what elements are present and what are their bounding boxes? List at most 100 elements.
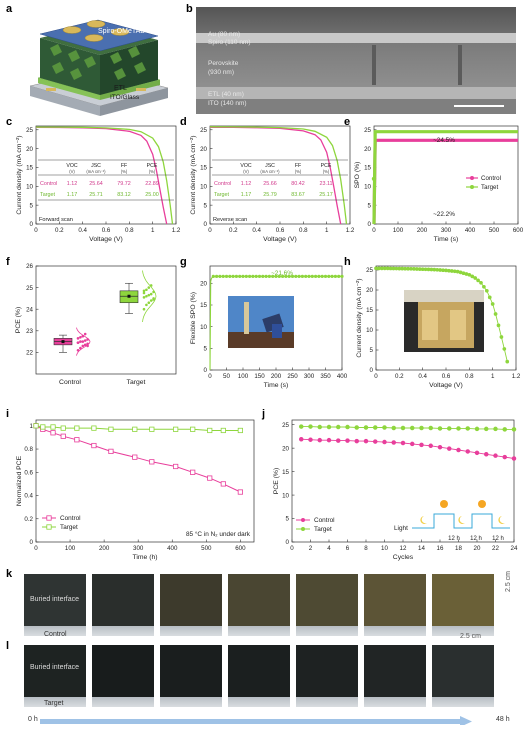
y-axis-label: PCE (%) [15, 307, 22, 333]
x-tick-label: 1.2 [512, 373, 521, 380]
series-target-point [335, 424, 341, 430]
series-target-point [391, 425, 396, 431]
series-target-point [40, 424, 46, 430]
series-flexible-jv-point [409, 266, 413, 271]
x-tick-label: 300 [304, 373, 315, 380]
y-tick-label: 10 [282, 492, 289, 499]
table-cell: 25.17 [319, 192, 333, 198]
series-target-point [326, 424, 332, 430]
data-point [83, 332, 87, 336]
y-tick-label: 10 [26, 184, 33, 191]
x-tick-label: 12 [400, 545, 407, 552]
label-spiro: Spiro-OMeTAD [98, 28, 145, 35]
chart-i-thermal-stability: 0 100 200 300 400 500 600 0 0.2 0.4 0.6 0.8 1 Time (h… [16, 419, 255, 561]
spo-point [224, 274, 229, 278]
series-flexible-jv-point [426, 267, 431, 272]
x-tick-label: 8 [364, 545, 368, 552]
chart-e-spo: 0 100 200 300 400 500 600 0 5 10 15 20 25 Time (s) SPO… [354, 125, 524, 243]
series-target-point [354, 425, 359, 430]
series-target-point [149, 426, 155, 432]
series-flexible-jv-point [482, 284, 486, 289]
series-flexible-jv-point [397, 266, 402, 271]
panel-b-label: b [186, 3, 193, 15]
table-cell: 25.71 [89, 192, 103, 198]
spo-point [271, 274, 275, 278]
table-header-unit: (%) [295, 169, 302, 174]
series-flexible-jv-point [432, 267, 437, 272]
series-flexible-jv-point [414, 267, 419, 271]
x-tick-label: 14 [418, 545, 425, 552]
period-label: 12 h [470, 536, 482, 542]
x-tick-label: 1 [491, 373, 495, 380]
series-control-point [60, 433, 66, 439]
series-flexible-jv-point [391, 266, 396, 271]
y-tick-label: 20 [282, 445, 289, 452]
k-size-vertical: 2.5 cm [505, 570, 512, 592]
x-axis-label: Voltage (V) [89, 236, 123, 243]
panel-a-label: a [6, 3, 13, 15]
y-tick-label: 25 [26, 285, 33, 292]
y-tick-label: 10 [200, 324, 207, 331]
legend-label: Target [481, 184, 498, 191]
series-flexible-jv-point [490, 302, 495, 306]
table-cell: 23.11 [319, 181, 332, 187]
y-tick-label: 5 [368, 202, 372, 209]
series-flexible-jv-point [400, 266, 405, 271]
series-control-point [298, 436, 304, 442]
y-axis-label: Normalized PCE [16, 455, 23, 506]
y-tick-label: 0.8 [24, 446, 33, 453]
series-target-point [91, 425, 97, 431]
spo-point [294, 274, 298, 278]
series-flexible-jv-point [447, 268, 451, 273]
table-header-unit: (mA cm⁻²) [260, 169, 280, 174]
film-photo [364, 645, 426, 707]
series-target-curve [209, 126, 348, 225]
y-tick-label: 10 [364, 184, 371, 191]
panel-h-label: h [344, 256, 351, 268]
series-control-point [447, 446, 452, 451]
series-control-point [363, 438, 369, 444]
film-photo [228, 574, 290, 636]
y-tick-label: 15 [364, 165, 371, 172]
data-point [86, 338, 89, 341]
series-control-curve [35, 126, 168, 225]
sem-label-perovskite-thickness: (930 nm) [208, 69, 235, 76]
inset-electrode [422, 310, 438, 340]
x-tick-label: 10 [381, 545, 388, 552]
series-target-point [484, 426, 489, 432]
data-point [83, 343, 87, 347]
spo-point [337, 274, 341, 278]
series-control-point [132, 454, 138, 460]
y-tick-label: 0.6 [24, 469, 33, 476]
series-control-point [428, 443, 434, 449]
x-tick-label: 0.4 [252, 227, 261, 234]
series-control-point [326, 437, 332, 443]
box-mean [127, 294, 131, 298]
film-photo [296, 645, 358, 707]
series-target-point [220, 427, 226, 434]
y-tick-label: 20 [366, 287, 373, 294]
table-header: JSC [265, 163, 275, 169]
l-sample-label: Target [44, 700, 64, 707]
series-target-point [474, 426, 480, 432]
data-point [79, 346, 82, 350]
film-photo [432, 574, 494, 636]
sem-label-spiro: Spiro (110 nm) [208, 39, 251, 46]
x-tick-label: 100 [393, 227, 404, 234]
glass-front [30, 86, 100, 116]
x-tick-label: 150 [254, 373, 265, 380]
series-target-point [456, 426, 461, 431]
y-tick-label: 25 [200, 127, 207, 134]
series-flexible-jv-point [385, 266, 390, 271]
y-tick-label: 15 [282, 469, 289, 476]
moon-icon [498, 516, 505, 524]
table-header-unit: (%) [149, 169, 156, 174]
sem-label-au: Au (80 nm) [208, 31, 241, 38]
legend: Control Target [296, 517, 335, 533]
film-photo [432, 645, 494, 707]
series-flexible-jv-point [493, 312, 498, 316]
table-header-unit: (V) [243, 169, 249, 174]
film-photo [24, 645, 86, 707]
spo-point [234, 274, 238, 278]
series-flexible-jv-point [382, 266, 387, 271]
